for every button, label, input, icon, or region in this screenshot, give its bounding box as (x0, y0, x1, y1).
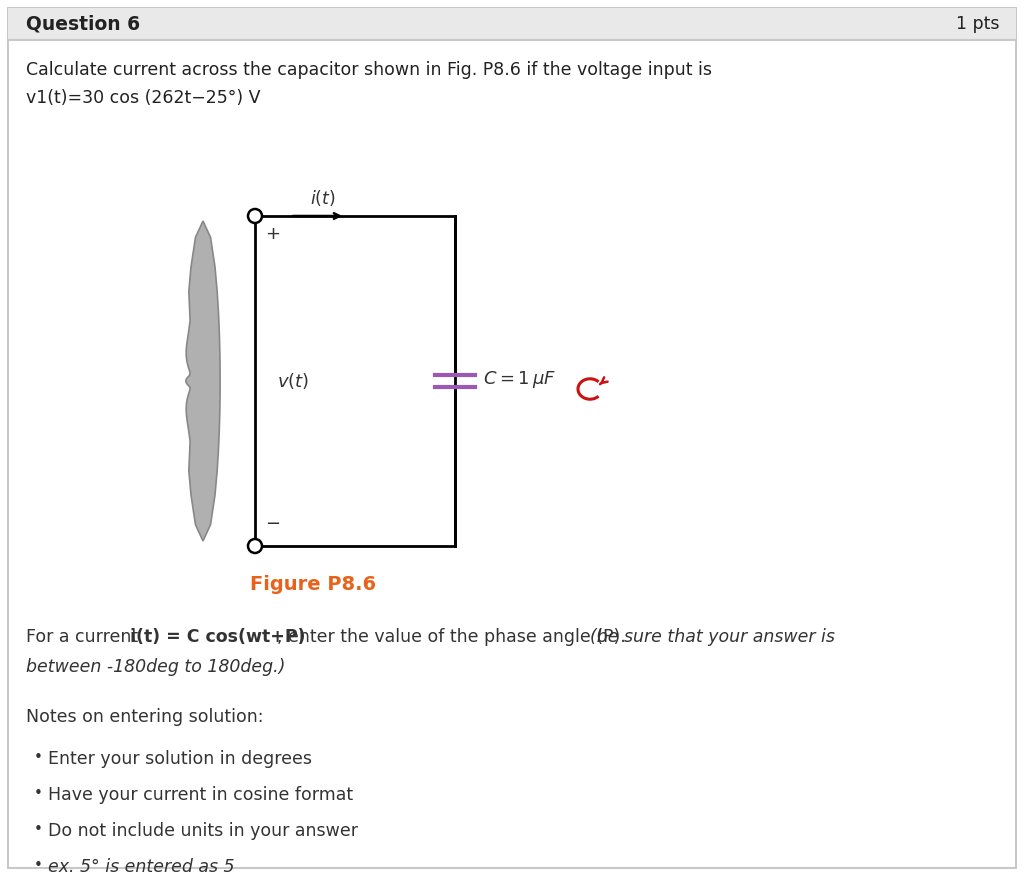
Text: Notes on entering solution:: Notes on entering solution: (26, 708, 263, 726)
Text: For a current: For a current (26, 628, 143, 646)
Text: $i(t)$: $i(t)$ (309, 188, 335, 208)
Text: ex. 5° is entered as 5: ex. 5° is entered as 5 (48, 858, 234, 876)
Text: between -180deg to 180deg.): between -180deg to 180deg.) (26, 658, 286, 676)
Text: 1 pts: 1 pts (956, 15, 1000, 33)
Text: Enter your solution in degrees: Enter your solution in degrees (48, 750, 312, 768)
Circle shape (248, 539, 262, 553)
Text: •: • (34, 858, 43, 873)
Text: v1(t)=30 cos (262t−25°) V: v1(t)=30 cos (262t−25°) V (26, 89, 260, 107)
Text: $C = 1\,\mu F$: $C = 1\,\mu F$ (483, 369, 556, 390)
Text: Question 6: Question 6 (26, 15, 140, 33)
Text: −: − (265, 515, 281, 533)
Text: Figure P8.6: Figure P8.6 (250, 575, 376, 594)
Bar (8, 8, 1016, 40)
Text: i(t) = C cos(wt+P): i(t) = C cos(wt+P) (130, 628, 305, 646)
Text: , enter the value of the phase angle (P).: , enter the value of the phase angle (P)… (278, 628, 632, 646)
Text: +: + (265, 225, 280, 243)
Circle shape (248, 209, 262, 223)
Text: •: • (34, 786, 43, 801)
Text: $v(t)$: $v(t)$ (278, 371, 309, 391)
Text: Have your current in cosine format: Have your current in cosine format (48, 786, 353, 804)
Text: •: • (34, 750, 43, 765)
Polygon shape (186, 221, 220, 541)
Text: (be sure that your answer is: (be sure that your answer is (590, 628, 835, 646)
Text: Do not include units in your answer: Do not include units in your answer (48, 822, 358, 840)
Text: Calculate current across the capacitor shown in Fig. P8.6 if the voltage input i: Calculate current across the capacitor s… (26, 61, 712, 79)
Text: •: • (34, 822, 43, 837)
